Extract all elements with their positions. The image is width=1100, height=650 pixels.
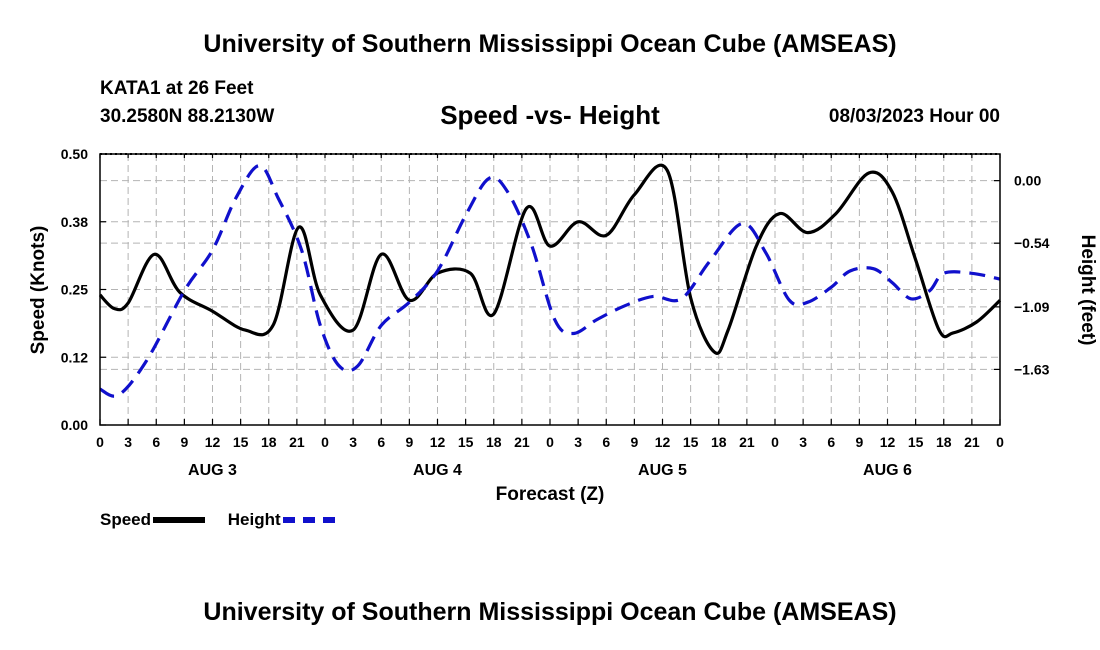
x-tick-label: 15 (233, 434, 249, 450)
x-tick-label: 15 (683, 434, 699, 450)
x-tick-label: 0 (321, 434, 329, 450)
day-label: AUG 6 (863, 462, 912, 479)
x-tick-label: 9 (855, 434, 863, 450)
x-tick-label: 21 (964, 434, 980, 450)
footer-title: University of Southern Mississippi Ocean… (203, 598, 897, 626)
x-tick-label: 12 (880, 434, 896, 450)
x-tick-label: 18 (936, 434, 952, 450)
x-tick-label: 9 (630, 434, 638, 450)
x-tick-label: 21 (739, 434, 755, 450)
x-tick-label: 3 (124, 434, 132, 450)
x-tick-label: 12 (655, 434, 671, 450)
legend-speed-label: Speed (100, 510, 152, 529)
y-tick-label: 0.12 (61, 349, 88, 365)
x-tick-label: 6 (377, 434, 385, 450)
x-tick-label: 6 (827, 434, 835, 450)
day-label: AUG 4 (413, 462, 462, 479)
forecast-date-label: 08/03/2023 Hour 00 (828, 106, 1000, 127)
y2-tick-label: −1.63 (1014, 361, 1050, 377)
x-tick-label: 15 (908, 434, 924, 450)
x-tick-label: 0 (96, 434, 104, 450)
x-tick-label: 12 (430, 434, 446, 450)
station-label: KATA1 at 26 Feet (100, 78, 254, 99)
y2-tick-label: 0.00 (1014, 173, 1041, 189)
x-tick-label: 18 (261, 434, 277, 450)
y2-tick-label: −0.54 (1014, 235, 1050, 251)
x-tick-label: 3 (799, 434, 807, 450)
x-tick-label: 0 (546, 434, 554, 450)
x-tick-label: 6 (602, 434, 610, 450)
x-tick-label: 0 (996, 434, 1004, 450)
y-axis-label: Speed (Knots) (28, 226, 49, 355)
series-lines (98, 163, 1002, 398)
x-tick-label: 18 (486, 434, 502, 450)
axes: 0 3 6 9 12 15 18 21 0 3 6 9 12 15 18 21 0 3 6 9 12 15 18 21 0 3 6 9… (61, 146, 1050, 479)
day-label: AUG 5 (638, 462, 687, 479)
x-tick-label: 18 (711, 434, 727, 450)
x-tick-label: 12 (205, 434, 221, 450)
y2-tick-label: −1.09 (1014, 299, 1050, 315)
y-tick-label: 0.50 (61, 146, 88, 162)
y-tick-label: 0.38 (61, 214, 88, 230)
x-tick-label: 21 (289, 434, 305, 450)
grid-lines (100, 154, 1000, 425)
x-axis-label: Forecast (Z) (496, 484, 605, 505)
chart-legend: Speed Height (100, 510, 353, 530)
x-tick-label: 3 (574, 434, 582, 450)
chart-title: Speed -vs- Height (440, 100, 660, 130)
legend-speed: Speed (100, 510, 206, 530)
x-tick-label: 9 (405, 434, 413, 450)
x-tick-label: 0 (771, 434, 779, 450)
coordinates-label: 30.2580N 88.2130W (100, 106, 275, 127)
page-title: University of Southern Mississippi Ocean… (203, 30, 897, 58)
day-label: AUG 3 (188, 462, 237, 479)
x-tick-label: 21 (514, 434, 530, 450)
legend-height-label: Height (227, 510, 281, 529)
x-tick-label: 15 (458, 434, 474, 450)
y-tick-label: 0.00 (61, 417, 88, 433)
legend-height-swatch (282, 517, 335, 523)
x-tick-label: 6 (152, 434, 160, 450)
x-tick-label: 3 (349, 434, 357, 450)
legend-speed-swatch (153, 517, 206, 523)
legend-height: Height (228, 510, 335, 530)
series-speed-line (98, 163, 1002, 355)
y2-axis-label: Height (feet) (1077, 235, 1098, 346)
y-tick-label: 0.25 (61, 282, 88, 298)
x-tick-label: 9 (180, 434, 188, 450)
